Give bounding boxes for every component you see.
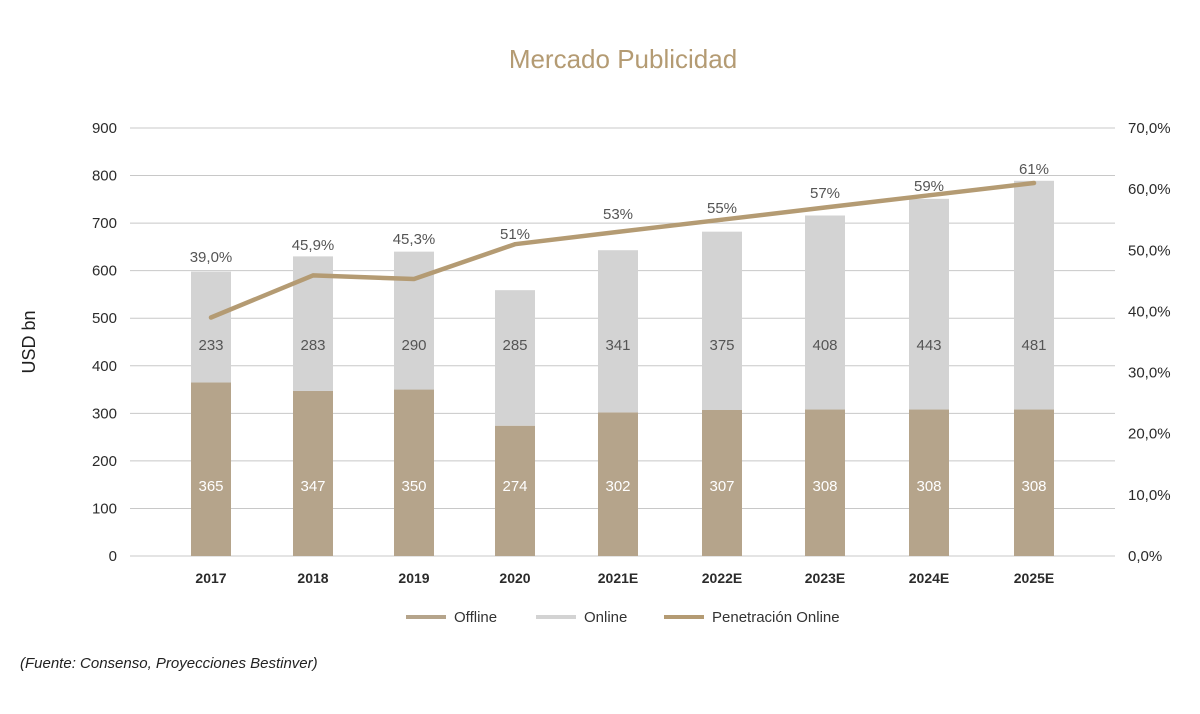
bar-offline (598, 412, 638, 556)
bar-online (191, 271, 231, 383)
penetration-value-label: 57% (810, 185, 840, 202)
bar-offline (293, 390, 333, 556)
x-tick-label: 2023E (805, 570, 845, 586)
x-tick-label: 2022E (702, 570, 742, 586)
offline-value-label: 274 (502, 478, 527, 495)
penetration-line (208, 180, 1037, 320)
offline-value-label: 308 (812, 478, 837, 495)
x-tick-label: 2024E (909, 570, 949, 586)
penetration-value-label: 51% (500, 226, 530, 243)
y-tick-label: 100 (92, 500, 117, 517)
offline-value-label: 350 (401, 478, 426, 495)
x-tick-label: 2019 (398, 570, 429, 586)
y2-tick-label: 0,0% (1128, 548, 1162, 565)
bar-online (495, 290, 535, 426)
bar-offline (909, 409, 949, 556)
y-tick-label: 300 (92, 405, 117, 422)
penetration-value-label: 55% (707, 200, 737, 217)
penetration-point (823, 205, 827, 210)
y-tick-label: 400 (92, 358, 117, 375)
y2-tick-label: 30,0% (1128, 365, 1171, 382)
penetration-value-label: 45,3% (393, 231, 436, 248)
x-tick-label: 2021E (598, 570, 638, 586)
legend-online-label: Online (584, 609, 627, 626)
bar-online (1014, 180, 1054, 410)
y-axis-label: USD bn (19, 310, 39, 373)
y-tick-label: 500 (92, 310, 117, 327)
penetration-point (616, 229, 620, 234)
bar-online (702, 231, 742, 411)
bar-offline (191, 382, 231, 556)
offline-value-label: 308 (1021, 478, 1046, 495)
chart-title: Mercado Publicidad (509, 44, 737, 74)
bar-offline (495, 425, 535, 556)
offline-value-label: 365 (198, 478, 223, 495)
penetration-value-label: 39,0% (190, 249, 233, 266)
offline-value-label: 308 (916, 478, 941, 495)
offline-value-label: 302 (605, 478, 630, 495)
online-value-label: 341 (605, 337, 630, 354)
labels: 0 100 200 300 400 500 600 700 800 900 0,0% 10,0% 20,… (92, 120, 1171, 586)
y2-tick-label: 70,0% (1128, 120, 1171, 137)
online-value-label: 481 (1021, 337, 1046, 354)
penetration-point (311, 273, 315, 278)
legend-offline-label: Offline (454, 609, 497, 626)
y-tick-label: 900 (92, 120, 117, 137)
bars (191, 180, 1054, 556)
y2-tick-label: 50,0% (1128, 242, 1171, 259)
x-tick-label: 2025E (1014, 570, 1054, 586)
penetration-point (1032, 181, 1036, 186)
bar-online (909, 198, 949, 410)
penetration-value-label: 59% (914, 178, 944, 195)
legend-penetration-label: Penetración Online (712, 609, 840, 626)
y-tick-label: 0 (109, 548, 117, 565)
y-tick-label: 700 (92, 215, 117, 232)
online-value-label: 285 (502, 337, 527, 354)
y2-tick-label: 60,0% (1128, 181, 1171, 198)
penetration-point (209, 315, 213, 320)
bar-online (598, 250, 638, 413)
bar-offline (394, 389, 434, 556)
online-value-label: 375 (709, 337, 734, 354)
x-tick-label: 2017 (195, 570, 226, 586)
online-value-label: 233 (198, 337, 223, 354)
bar-offline (805, 409, 845, 556)
offline-value-label: 307 (709, 478, 734, 495)
x-tick-label: 2018 (297, 570, 328, 586)
y-tick-label: 600 (92, 263, 117, 280)
online-value-label: 290 (401, 337, 426, 354)
penetration-point (412, 277, 416, 282)
bar-offline (702, 410, 742, 556)
online-value-label: 283 (300, 337, 325, 354)
penetration-point (720, 217, 724, 222)
y2-tick-label: 20,0% (1128, 426, 1171, 443)
penetration-point (513, 242, 517, 247)
bar-online (805, 215, 845, 410)
x-tick-label: 2020 (499, 570, 530, 586)
online-value-label: 408 (812, 337, 837, 354)
y-tick-label: 200 (92, 453, 117, 470)
online-value-label: 443 (916, 337, 941, 354)
legend: Offline Online Penetración Online (406, 609, 840, 626)
y-tick-label: 800 (92, 168, 117, 185)
penetration-value-label: 61% (1019, 161, 1049, 178)
y2-tick-label: 40,0% (1128, 303, 1171, 320)
penetration-point (927, 193, 931, 198)
y2-tick-label: 10,0% (1128, 487, 1171, 504)
source-note: (Fuente: Consenso, Proyecciones Bestinve… (20, 655, 318, 672)
offline-value-label: 347 (300, 478, 325, 495)
penetration-value-label: 45,9% (292, 237, 335, 254)
bar-offline (1014, 409, 1054, 556)
penetration-value-label: 53% (603, 206, 633, 223)
